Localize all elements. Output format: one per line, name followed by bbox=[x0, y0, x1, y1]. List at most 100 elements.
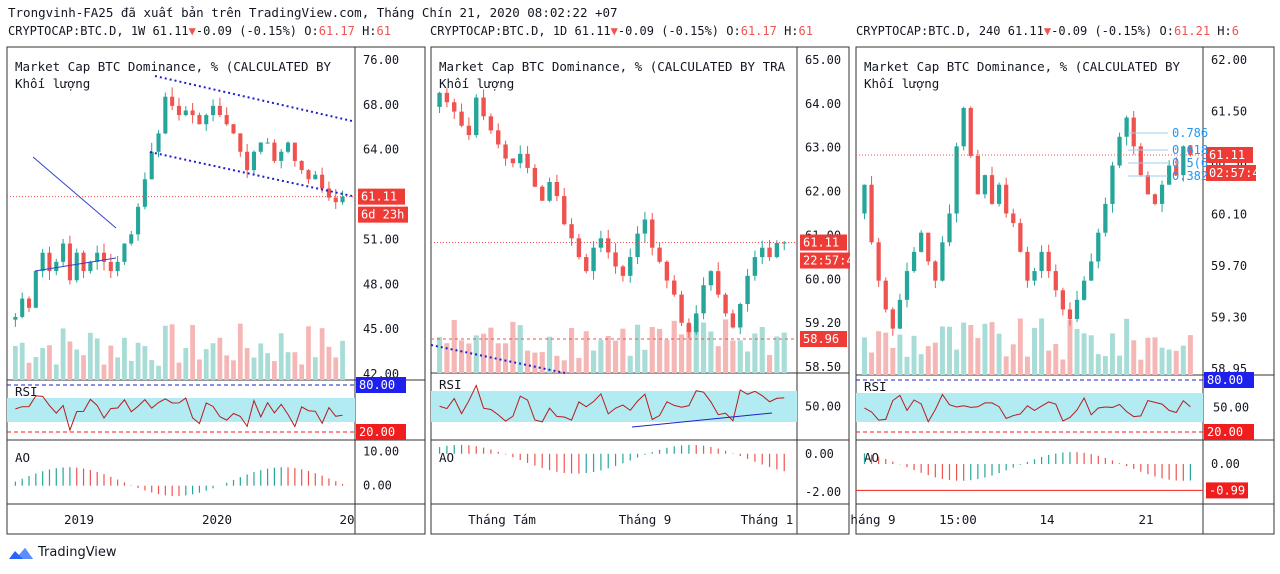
volume-bar bbox=[1032, 327, 1038, 375]
candle-body bbox=[554, 182, 560, 197]
volume-bar bbox=[217, 337, 223, 380]
candle-body bbox=[251, 151, 257, 171]
candle-body bbox=[940, 242, 945, 281]
volume-bar bbox=[285, 352, 291, 380]
candle-body bbox=[1046, 251, 1051, 272]
timer-tag: 6d 23h bbox=[361, 208, 404, 222]
ao-label: AO bbox=[15, 450, 30, 465]
volume-bar bbox=[340, 340, 345, 380]
candle-body bbox=[989, 175, 995, 204]
rsi-trendline bbox=[631, 412, 773, 428]
fib-label: 0.786 bbox=[1172, 126, 1208, 140]
candle-body bbox=[459, 111, 464, 126]
volume-bar bbox=[251, 357, 257, 380]
volume-bar bbox=[635, 324, 641, 373]
volume-bar bbox=[135, 342, 141, 380]
candle-body bbox=[694, 313, 699, 333]
candle-body bbox=[1096, 232, 1101, 262]
rsi-label: RSI bbox=[439, 377, 462, 392]
price-tick-label: 63.00 bbox=[805, 141, 841, 155]
volume-bar bbox=[869, 352, 875, 375]
volume-bar bbox=[1187, 335, 1193, 375]
candle-body bbox=[320, 174, 325, 189]
volume-bar bbox=[989, 322, 995, 375]
candle-body bbox=[968, 107, 973, 156]
price-tag: 61.11 bbox=[803, 236, 839, 250]
volume-bar bbox=[292, 352, 298, 380]
volume-bar bbox=[319, 328, 325, 380]
volume-bar bbox=[47, 345, 52, 380]
price-tick-label: 59.70 bbox=[1211, 259, 1247, 273]
candle-body bbox=[701, 285, 706, 314]
ao-tick-label: 0.00 bbox=[805, 447, 834, 461]
price-tick-label: 68.00 bbox=[363, 98, 399, 112]
rsi-80-tag-bg bbox=[1204, 372, 1254, 388]
panel-frame bbox=[430, 46, 850, 535]
price-tick-label: 60.00 bbox=[805, 272, 841, 286]
ticker-open-label: O: bbox=[1159, 24, 1174, 38]
candle-body bbox=[510, 158, 516, 164]
price-tick-label: 64.00 bbox=[805, 97, 841, 111]
candle-body bbox=[437, 92, 442, 107]
candle-body bbox=[897, 299, 903, 329]
candle-body bbox=[101, 252, 107, 262]
volume-bar bbox=[1053, 344, 1059, 375]
rsi-band bbox=[431, 391, 797, 422]
candle-body bbox=[657, 247, 662, 262]
ticker-last: 61.11 bbox=[152, 24, 189, 38]
volume-bar bbox=[466, 343, 472, 373]
trend-line-upper bbox=[154, 75, 353, 122]
candle-body bbox=[576, 238, 582, 258]
volume-bar bbox=[554, 355, 560, 373]
volume-bar bbox=[437, 337, 443, 373]
ticker-high-label: H: bbox=[362, 24, 377, 38]
volume-bar bbox=[1046, 350, 1052, 375]
ticker-bar-1w: CRYPTOCAP:BTC.D, 1W 61.11▼-0.09 (-0.15%)… bbox=[8, 24, 391, 38]
volume-bar bbox=[701, 322, 707, 373]
volume-bar bbox=[176, 362, 182, 380]
volume-bar bbox=[897, 334, 903, 375]
ao-tag-bg bbox=[1206, 482, 1248, 499]
tradingview-brand[interactable]: TradingView bbox=[8, 545, 117, 560]
volume-bar bbox=[272, 361, 277, 380]
candle-body bbox=[947, 213, 952, 243]
volume-bar bbox=[1010, 344, 1016, 375]
volume-bar bbox=[190, 324, 195, 380]
candle-body bbox=[919, 232, 924, 252]
volume-bar bbox=[671, 320, 677, 373]
timer-tag: 22:57:40 bbox=[803, 254, 861, 268]
volume-bar bbox=[679, 334, 685, 373]
candle-body bbox=[738, 304, 743, 328]
ticker-bar-1d: CRYPTOCAP:BTC.D, 1D 61.11▼-0.09 (-0.15%)… bbox=[430, 24, 813, 38]
volume-bar bbox=[576, 357, 582, 373]
ticker-last: 61.11 bbox=[574, 24, 611, 38]
candle-body bbox=[1188, 146, 1193, 155]
volume-label: Khối lượng bbox=[864, 76, 939, 91]
candle-body bbox=[1018, 223, 1023, 252]
volume-bar bbox=[231, 360, 236, 380]
candle-body bbox=[606, 238, 611, 253]
candle-body bbox=[466, 125, 472, 136]
candle-body bbox=[996, 184, 1002, 204]
price-tick-label: 59.20 bbox=[805, 316, 841, 330]
volume-bar bbox=[128, 360, 134, 380]
candle-body bbox=[1025, 251, 1030, 281]
volume-bar bbox=[481, 333, 487, 373]
ticker-change: -0.09 (-0.15%) bbox=[617, 24, 720, 38]
candle-body bbox=[1053, 271, 1058, 291]
volume-bar bbox=[569, 327, 575, 373]
candle-body bbox=[496, 130, 501, 145]
volume-bar bbox=[883, 332, 889, 375]
candle-body bbox=[156, 133, 161, 152]
candle-body bbox=[1117, 136, 1122, 166]
volume-bar bbox=[1117, 355, 1123, 375]
candle-body bbox=[231, 124, 236, 134]
x-tick-label: 20 bbox=[339, 512, 354, 527]
candle-body bbox=[503, 144, 508, 159]
ao-tick-label: -2.00 bbox=[805, 485, 841, 499]
volume-bar bbox=[1145, 337, 1151, 375]
candle-body bbox=[333, 197, 338, 203]
price-tag-bg bbox=[1206, 146, 1253, 163]
volume-bar bbox=[67, 341, 73, 380]
